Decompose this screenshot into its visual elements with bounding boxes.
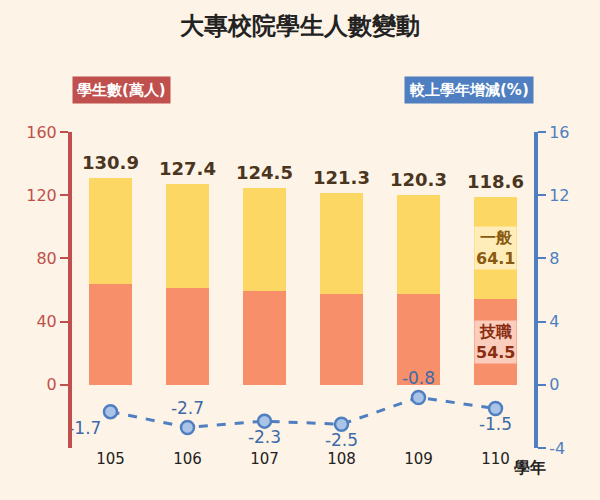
svg-text:8: 8 [549,249,559,268]
svg-text:107: 107 [250,450,279,468]
svg-text:110: 110 [481,450,510,468]
svg-text:12: 12 [549,186,569,205]
svg-text:學生數(萬人): 學生數(萬人) [77,81,166,99]
svg-text:121.3: 121.3 [313,167,370,188]
svg-text:105: 105 [96,450,125,468]
svg-text:106: 106 [173,450,202,468]
svg-text:學年: 學年 [514,458,546,477]
svg-text:-0.8: -0.8 [402,368,435,388]
svg-text:40: 40 [36,312,56,331]
svg-text:-2.7: -2.7 [171,398,204,418]
svg-text:108: 108 [327,450,356,468]
svg-text:0: 0 [47,375,57,394]
svg-text:0: 0 [549,375,559,394]
svg-text:124.5: 124.5 [236,162,293,183]
svg-text:-1.5: -1.5 [479,414,512,434]
svg-text:技職54.5: 技職54.5 [476,322,515,362]
svg-text:118.6: 118.6 [467,171,524,192]
svg-text:-2.3: -2.3 [248,427,281,447]
svg-text:-1.7: -1.7 [68,418,101,438]
svg-text:4: 4 [549,312,559,331]
svg-text:-4: -4 [549,439,565,458]
svg-text:120.3: 120.3 [390,169,447,190]
svg-text:130.9: 130.9 [82,152,139,173]
svg-text:160: 160 [26,123,57,142]
svg-text:大專校院學生人數變動: 大專校院學生人數變動 [180,12,420,40]
svg-text:較上學年增減(%): 較上學年增減(%) [409,81,529,99]
svg-text:16: 16 [549,123,569,142]
svg-text:109: 109 [404,450,433,468]
svg-text:80: 80 [36,249,56,268]
svg-text:120: 120 [26,186,57,205]
svg-text:-2.5: -2.5 [325,430,358,450]
svg-text:一般64.1: 一般64.1 [476,228,515,268]
svg-text:127.4: 127.4 [159,158,216,179]
